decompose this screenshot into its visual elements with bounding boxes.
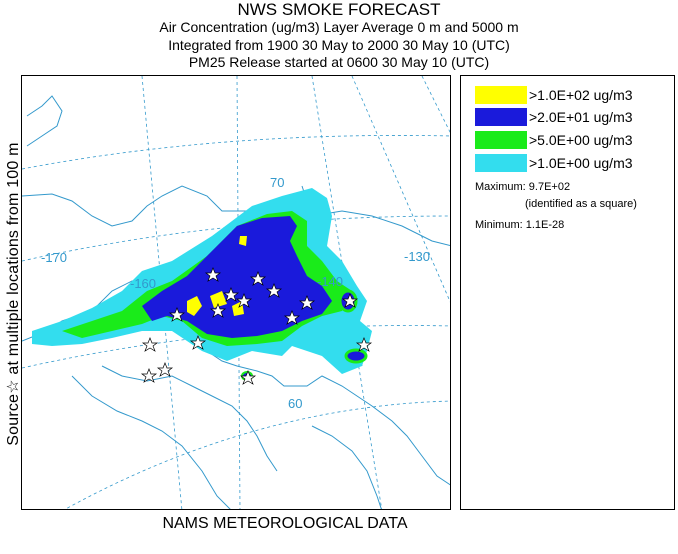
- legend-row-1e2: >1.0E+02 ug/m3: [475, 86, 675, 104]
- legend-row-5e0: >5.0E+00 ug/m3: [475, 131, 675, 149]
- source-star: [235, 293, 253, 308]
- plume-small-patch: [344, 348, 368, 364]
- legend-swatch: [475, 108, 527, 126]
- latitude-line-70: [22, 135, 450, 170]
- legend-label: >2.0E+01 ug/m3: [529, 109, 633, 125]
- plume-level-1e2: [210, 291, 227, 308]
- source-star: [239, 370, 257, 385]
- lat-label-70: 70: [270, 175, 284, 190]
- legend-swatch: [475, 131, 527, 149]
- source-star: [156, 362, 174, 377]
- source-star: [140, 368, 158, 383]
- legend-label: >1.0E+00 ug/m3: [529, 155, 633, 171]
- plume-level-1e2: [239, 236, 247, 246]
- meridian-130: [421, 76, 450, 133]
- legend-row-2e1: >2.0E+01 ug/m3: [475, 108, 675, 126]
- lon-label-m130: -130: [404, 249, 430, 264]
- lat-label-60: 60: [288, 396, 302, 411]
- minimum-value: Minimum: 1.1E-28: [475, 219, 565, 231]
- source-star: [341, 293, 359, 308]
- smoke-map: -170 -160 -140 -130 70 60: [22, 76, 450, 509]
- source-star: [168, 307, 186, 322]
- lon-label-m160: -160: [130, 276, 156, 291]
- concentration-subtitle: Air Concentration (ug/m3) Layer Average …: [159, 19, 519, 35]
- legend-swatch: [475, 86, 527, 104]
- legend-swatch: [475, 154, 527, 172]
- integration-period: Integrated from 1900 30 May to 2000 30 M…: [168, 37, 510, 53]
- source-star: [265, 283, 283, 298]
- source-star: [298, 295, 316, 310]
- legend-panel: >1.0E+02 ug/m3 >2.0E+01 ug/m3 >5.0E+00 u…: [460, 75, 675, 510]
- lon-label-m170: -170: [41, 250, 67, 265]
- source-star: [222, 287, 240, 302]
- release-info: PM25 Release started at 0600 30 May 10 (…: [188, 54, 490, 70]
- source-star: [249, 271, 267, 286]
- source-star: [355, 337, 373, 352]
- meridian-150: [311, 76, 383, 509]
- legend-label: >1.0E+02 ug/m3: [529, 87, 633, 103]
- meteorological-data-label: NAMS METEOROLOGICAL DATA: [162, 515, 408, 532]
- latitude-line-60: [64, 400, 450, 509]
- map-panel[interactable]: -170 -160 -140 -130 70 60: [21, 75, 451, 510]
- source-star: [209, 303, 227, 318]
- map-title: NWS SMOKE FORECAST: [237, 0, 441, 19]
- source-star: [189, 335, 207, 350]
- source-star: [283, 310, 301, 325]
- coastline: [22, 95, 450, 509]
- maximum-note: (identified as a square): [525, 198, 637, 210]
- lon-label-m140: -140: [317, 274, 343, 289]
- legend-row-1e0: >1.0E+00 ug/m3: [475, 154, 675, 172]
- legend-label: >5.0E+00 ug/m3: [529, 132, 633, 148]
- source-star: [141, 337, 159, 352]
- plume-level-1e2: [187, 296, 202, 316]
- smoke-plume: [32, 188, 372, 381]
- maximum-value: Maximum: 9.7E+02: [475, 181, 571, 193]
- source-star: [204, 267, 222, 282]
- source-markers: [140, 267, 373, 385]
- meridian-140: [351, 76, 450, 303]
- latitude-line-mid: [22, 325, 450, 369]
